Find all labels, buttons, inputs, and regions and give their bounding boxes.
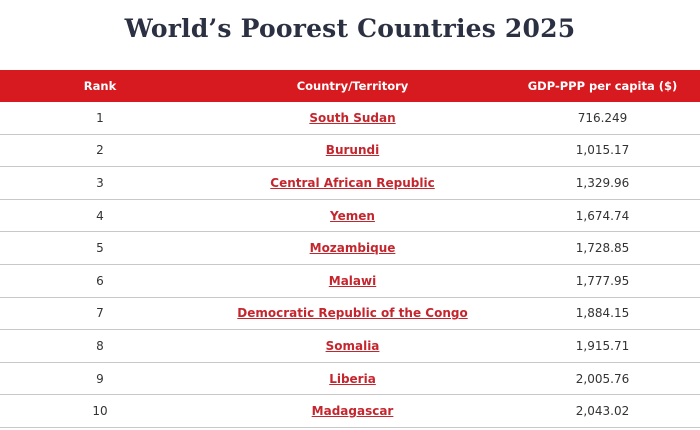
gdp-cell: 1,777.95 — [505, 264, 700, 298]
table-header: Rank Country/Territory GDP-PPP per capit… — [0, 70, 700, 102]
gdp-cell: 1,915.71 — [505, 329, 700, 363]
gdp-cell: 1,674.74 — [505, 199, 700, 233]
country-link[interactable]: Mozambique — [309, 241, 396, 256]
rank-cell: 2 — [0, 134, 200, 168]
rank-cell: 6 — [0, 264, 200, 298]
header-cell: GDP-PPP per capita ($) — [505, 70, 700, 102]
country-link[interactable]: Central African Republic — [270, 175, 435, 190]
header-cell: Country/Territory — [200, 70, 505, 102]
country-cell: South Sudan — [200, 102, 505, 135]
country-cell: Burundi — [200, 134, 505, 168]
country-cell: Democratic Republic of the Congo — [200, 297, 505, 331]
table-row: 7 Democratic Republic of the Congo 1,884.1… — [0, 297, 700, 331]
country-link[interactable]: Malawi — [328, 273, 377, 288]
table-row: 4 Yemen 1,674.74 — [0, 199, 700, 233]
country-link[interactable]: Burundi — [325, 143, 380, 158]
gdp-cell: 2,043.02 — [505, 394, 700, 428]
country-link[interactable]: Yemen — [330, 208, 375, 223]
table-row: 9 Liberia 2,005.76 — [0, 362, 700, 396]
gdp-cell: 1,728.85 — [505, 231, 700, 265]
table-row: 6 Malawi 1,777.95 — [0, 264, 700, 298]
gdp-cell: 716.249 — [505, 102, 700, 135]
country-link[interactable]: South Sudan — [309, 110, 396, 125]
country-link[interactable]: Somalia — [325, 338, 380, 353]
table-row: 2 Burundi 1,015.17 — [0, 134, 700, 168]
gdp-cell: 2,005.76 — [505, 362, 700, 396]
country-cell: Malawi — [200, 264, 505, 298]
header-cell: Rank — [0, 70, 200, 102]
country-cell: Yemen — [200, 199, 505, 233]
country-cell: Somalia — [200, 329, 505, 363]
rank-cell: 1 — [0, 102, 200, 135]
gdp-cell: 1,884.15 — [505, 297, 700, 331]
rank-cell: 8 — [0, 329, 200, 363]
table-body: 1 South Sudan 716.249 2 Burundi 1,015.17 3 Cent… — [0, 102, 700, 428]
rank-cell: 4 — [0, 199, 200, 233]
table-row: 3 Central African Republic 1,329.96 — [0, 166, 700, 200]
country-link[interactable]: Madagascar — [311, 404, 394, 419]
ranking-table: Rank Country/Territory GDP-PPP per capit… — [0, 70, 700, 428]
gdp-cell: 1,329.96 — [505, 166, 700, 200]
rank-cell: 3 — [0, 166, 200, 200]
country-cell: Madagascar — [200, 394, 505, 428]
table-row: 1 South Sudan 716.249 — [0, 102, 700, 135]
header-row: Rank Country/Territory GDP-PPP per capit… — [0, 70, 700, 102]
country-cell: Liberia — [200, 362, 505, 396]
country-cell: Mozambique — [200, 231, 505, 265]
table-row: 10 Madagascar 2,043.02 — [0, 394, 700, 428]
rank-cell: 5 — [0, 231, 200, 265]
table-row: 8 Somalia 1,915.71 — [0, 329, 700, 363]
rank-cell: 9 — [0, 362, 200, 396]
country-link[interactable]: Democratic Republic of the Congo — [237, 306, 468, 321]
country-cell: Central African Republic — [200, 166, 505, 200]
table-row: 5 Mozambique 1,728.85 — [0, 231, 700, 265]
country-link[interactable]: Liberia — [329, 371, 376, 386]
gdp-cell: 1,015.17 — [505, 134, 700, 168]
page-title: World’s Poorest Countries 2025 — [124, 14, 576, 43]
rank-cell: 10 — [0, 394, 200, 428]
rank-cell: 7 — [0, 297, 200, 331]
